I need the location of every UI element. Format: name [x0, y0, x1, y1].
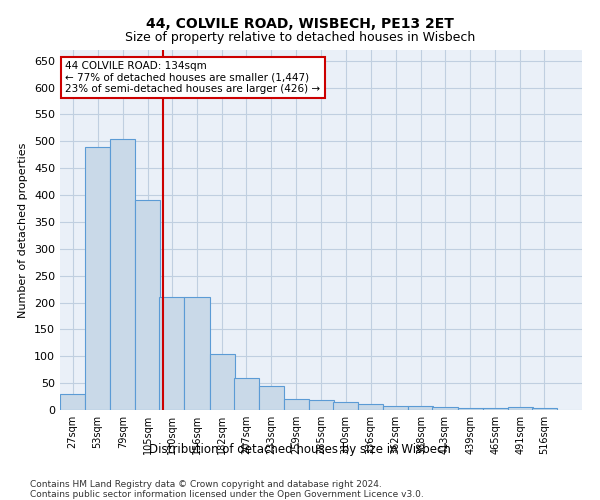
- Y-axis label: Number of detached properties: Number of detached properties: [19, 142, 28, 318]
- Bar: [458, 408, 482, 410]
- Bar: [409, 406, 433, 410]
- Bar: [358, 404, 383, 410]
- Bar: [60, 394, 85, 410]
- Bar: [383, 406, 409, 410]
- Text: 44 COLVILE ROAD: 134sqm
← 77% of detached houses are smaller (1,447)
23% of semi: 44 COLVILE ROAD: 134sqm ← 77% of detache…: [65, 61, 320, 94]
- Bar: [135, 200, 160, 410]
- Bar: [233, 378, 259, 410]
- Bar: [508, 408, 533, 410]
- Text: Size of property relative to detached houses in Wisbech: Size of property relative to detached ho…: [125, 31, 475, 44]
- Bar: [532, 408, 557, 410]
- Bar: [433, 407, 458, 410]
- Text: Distribution of detached houses by size in Wisbech: Distribution of detached houses by size …: [149, 442, 451, 456]
- Bar: [309, 400, 334, 410]
- Bar: [333, 402, 358, 410]
- Bar: [184, 297, 209, 410]
- Bar: [284, 400, 309, 410]
- Text: 44, COLVILE ROAD, WISBECH, PE13 2ET: 44, COLVILE ROAD, WISBECH, PE13 2ET: [146, 18, 454, 32]
- Bar: [259, 386, 284, 410]
- Bar: [160, 297, 184, 410]
- Text: Contains HM Land Registry data © Crown copyright and database right 2024.
Contai: Contains HM Land Registry data © Crown c…: [30, 480, 424, 500]
- Bar: [85, 146, 110, 410]
- Bar: [209, 354, 235, 410]
- Bar: [482, 408, 508, 410]
- Bar: [110, 138, 135, 410]
